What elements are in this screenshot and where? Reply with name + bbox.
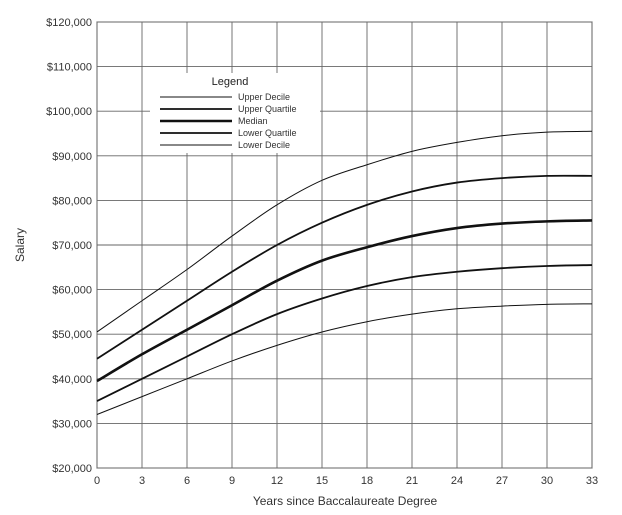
y-tick-label: $70,000 <box>52 240 92 252</box>
series-line-median <box>96 219 593 383</box>
legend-entry-label: Lower Decile <box>238 140 290 150</box>
y-tick-label: $80,000 <box>52 195 92 207</box>
legend-entry-label: Upper Decile <box>238 92 290 102</box>
legend-entry-label: Lower Quartile <box>238 128 297 138</box>
x-tick-label: 3 <box>139 475 145 487</box>
x-tick-label: 6 <box>184 475 190 487</box>
x-tick-label: 9 <box>229 475 235 487</box>
series-line-upper-quartile <box>96 174 593 360</box>
x-tick-label: 33 <box>586 475 598 487</box>
legend-title: Legend <box>212 76 249 88</box>
x-tick-label: 12 <box>271 475 283 487</box>
y-tick-label: $100,000 <box>46 106 92 118</box>
series-line-lower-quartile <box>96 264 593 402</box>
y-tick-label: $30,000 <box>52 418 92 430</box>
series-line-lower-decile <box>96 303 593 415</box>
y-tick-label: $110,000 <box>47 62 92 74</box>
x-tick-label: 15 <box>316 475 328 487</box>
y-axis-label: Salary <box>13 228 27 262</box>
x-tick-label: 24 <box>451 475 463 487</box>
series-lines <box>96 130 593 415</box>
x-tick-label: 18 <box>361 475 373 487</box>
x-axis-label: Years since Baccalaureate Degree <box>253 494 438 508</box>
x-tick-label: 27 <box>496 475 508 487</box>
y-tick-label: $40,000 <box>52 374 92 386</box>
x-tick-label: 0 <box>94 475 100 487</box>
y-tick-label: $120,000 <box>46 17 92 29</box>
y-tick-label: $60,000 <box>52 285 92 297</box>
legend: Legend Upper Decile Upper Quartile Median L… <box>150 73 320 153</box>
series-line-upper-decile <box>96 130 593 333</box>
y-tick-label: $20,000 <box>52 463 92 475</box>
y-tick-label: $90,000 <box>52 151 92 163</box>
legend-entry-label: Upper Quartile <box>238 104 297 114</box>
x-tick-labels: 0 3 6 9 12 15 18 21 24 27 30 33 <box>94 475 598 487</box>
legend-entries: Upper Decile Upper Quartile Median Lower Qu… <box>160 92 297 150</box>
y-tick-label: $50,000 <box>52 329 92 341</box>
x-tick-label: 21 <box>406 475 418 487</box>
legend-box <box>150 73 320 153</box>
y-tick-labels: $20,000 $30,000 $40,000 $50,000 $60,000 $70,0… <box>46 17 92 475</box>
x-tick-label: 30 <box>541 475 553 487</box>
legend-entry-label: Median <box>238 116 268 126</box>
